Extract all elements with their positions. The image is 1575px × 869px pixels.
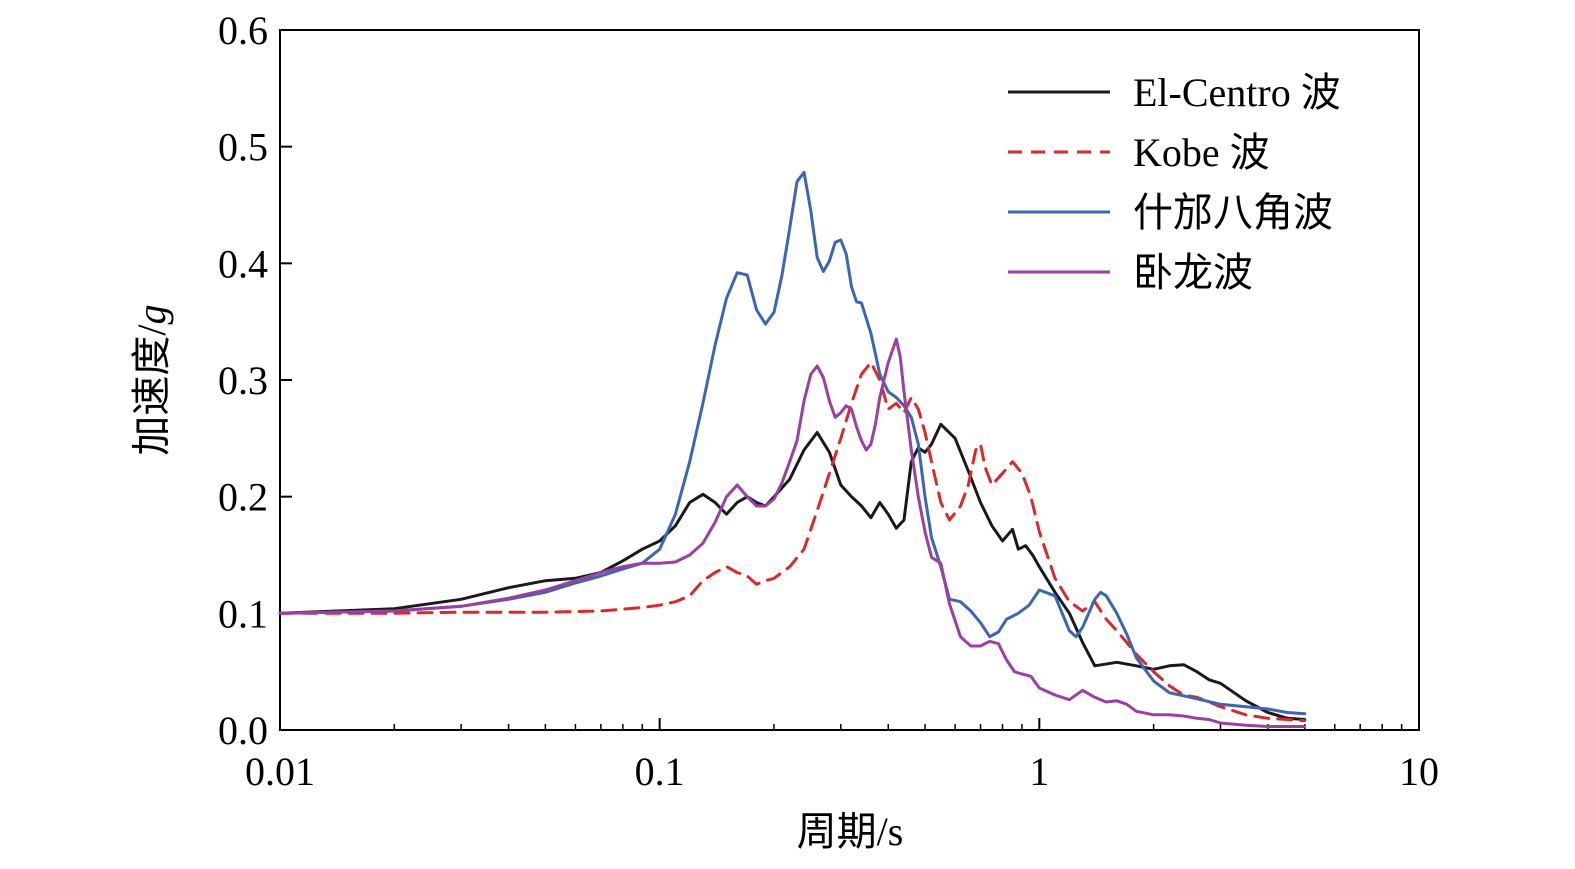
x-axis-title: 周期/s — [797, 809, 904, 854]
y-axis-title: 加速度/g — [129, 304, 174, 455]
y-tick-label: 0.2 — [218, 475, 268, 520]
x-tick-label: 0.01 — [245, 749, 315, 794]
x-tick-label: 1 — [1029, 749, 1049, 794]
y-tick-label: 0.0 — [218, 708, 268, 753]
legend-label-3: 卧龙波 — [1133, 250, 1253, 295]
x-axis-ticks: 0.01 0.1 1 10 — [245, 718, 1439, 794]
series-line-1 — [278, 361, 1307, 723]
y-axis-ticks: 0.0 0.1 0.2 0.3 0.4 0.5 0.6 — [218, 8, 292, 753]
series-line-3 — [278, 337, 1307, 728]
series-line-0 — [278, 422, 1307, 721]
y-tick-label: 0.4 — [218, 241, 268, 286]
y-axis-title-main: 加速度/ — [129, 324, 174, 456]
x-tick-label: 10 — [1399, 749, 1439, 794]
legend-label-2: 什邡八角波 — [1133, 190, 1333, 235]
legend-label-0: El-Centro 波 — [1133, 70, 1341, 115]
y-axis-title-unit: g — [129, 304, 174, 324]
legend-label-1: Kobe 波 — [1133, 130, 1270, 175]
series-lines — [278, 170, 1307, 728]
y-tick-label: 0.1 — [218, 591, 268, 636]
y-tick-label: 0.5 — [218, 125, 268, 170]
x-tick-label: 0.1 — [635, 749, 685, 794]
y-tick-label: 0.3 — [218, 358, 268, 403]
y-tick-label: 0.6 — [218, 8, 268, 53]
